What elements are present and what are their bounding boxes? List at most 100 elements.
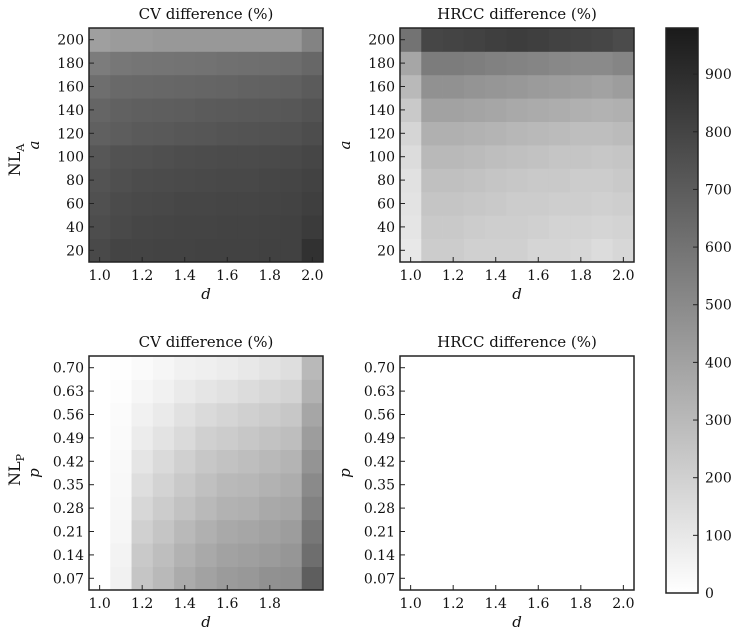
panel-1-cell <box>152 168 175 193</box>
panel-3-cell <box>174 449 196 474</box>
panel-1-cell <box>131 98 154 122</box>
panel-3-cell <box>259 566 281 591</box>
panel-4-cell <box>527 356 550 380</box>
panel-1-cell <box>259 168 281 193</box>
panel-2-cell <box>506 145 529 169</box>
panel-3-cell <box>216 519 239 544</box>
panel-1-cell <box>131 121 154 146</box>
panel-2-cell <box>400 215 422 239</box>
panel-1-cell <box>131 168 154 193</box>
panel-1-cell <box>152 238 175 263</box>
panel-1-cell <box>195 98 218 122</box>
panel-3-y-axis-label: p <box>25 468 43 478</box>
panel-3-cell <box>237 402 260 427</box>
panel-3-cell <box>195 426 218 450</box>
panel-2-cell <box>570 74 592 99</box>
panel-1-x-tick-label: 2.0 <box>301 268 323 284</box>
panel-1-cell <box>301 74 324 99</box>
panel-2-cell <box>527 238 550 263</box>
panel-1-cell <box>89 238 111 263</box>
panel-2-cell <box>400 168 422 193</box>
panel-2-y-axis-label: a <box>336 141 354 150</box>
panel-4-cell <box>400 543 422 567</box>
panel-3-cell <box>174 379 196 404</box>
panel-2-cell <box>400 191 422 216</box>
panel-4-cell <box>485 543 507 567</box>
panel-1-y-axis-label: a <box>25 141 43 150</box>
panel-2-cell <box>527 28 550 52</box>
panel-4-y-tick-label: 0.70 <box>364 361 395 377</box>
panel-2-cell <box>442 74 465 99</box>
panel-4-cell <box>506 473 529 497</box>
panel-1-cell <box>152 74 175 99</box>
panel-1-cell <box>216 238 239 263</box>
panel-1-cell <box>280 98 303 122</box>
panel-1-cell <box>216 51 239 76</box>
panel-3-cell <box>301 402 324 427</box>
panel-4-cell <box>548 543 571 567</box>
panel-3-cell <box>110 356 132 380</box>
panel-4-cell <box>506 449 529 474</box>
panel-2-cell <box>463 98 486 122</box>
panel-2-cell <box>527 145 550 169</box>
panel-4-cell <box>442 543 465 567</box>
panel-4-cell <box>570 402 592 427</box>
panel-4-cell <box>485 379 507 404</box>
panel-3-cell <box>152 379 175 404</box>
panel-2-y-tick-label: 200 <box>368 33 395 49</box>
panel-3-cell <box>131 519 154 544</box>
panel-3-y-tick-label: 0.63 <box>53 384 84 400</box>
panel-3-x-tick-label: 1.2 <box>131 596 153 612</box>
panel-1-cell <box>301 168 324 193</box>
panel-4-cell <box>527 449 550 474</box>
panel-4-cell <box>612 496 635 521</box>
panel-1-cell <box>280 215 303 239</box>
panel-3-cell <box>195 402 218 427</box>
panel-3-cell <box>301 566 324 591</box>
panel-1-cell <box>131 28 154 52</box>
panel-4-x-tick-label: 1.6 <box>527 596 549 612</box>
panel-2-cell <box>527 121 550 146</box>
panel-4-cell <box>463 379 486 404</box>
panel-1-x-axis-label: d <box>201 285 211 303</box>
panel-2-cell <box>485 121 507 146</box>
panel-4-cell <box>400 356 422 380</box>
panel-3-cell <box>280 379 303 404</box>
panel-2-cell <box>400 51 422 76</box>
panel-1-cell <box>237 74 260 99</box>
panel-3-cell <box>131 426 154 450</box>
panel-3-y-tick-label: 0.70 <box>53 361 84 377</box>
panel-3-cell <box>110 379 132 404</box>
panel-1-cell <box>301 145 324 169</box>
panel-3-y-tick-label: 0.42 <box>53 454 84 470</box>
panel-4-cell <box>612 519 635 544</box>
panel-4-x-tick-label: 1.2 <box>442 596 464 612</box>
panel-1-cell <box>301 215 324 239</box>
panel-2-cell <box>442 238 465 263</box>
panel-2-cell <box>612 145 635 169</box>
panel-4-cell <box>442 519 465 544</box>
panel-1-cell <box>110 121 132 146</box>
panel-4-cell <box>485 566 507 591</box>
colorbar-tick-label: 200 <box>705 471 732 487</box>
panel-4-x-tick-label: 2.0 <box>612 596 634 612</box>
panel-3-cell <box>89 402 111 427</box>
panel-1-cell <box>110 74 132 99</box>
panel-2: HRCC difference (%) 1.0 1.2 1.4 1.6 1.8 2.0 20 4… <box>336 5 635 303</box>
panel-2-x-axis-label: d <box>512 285 522 303</box>
panel-3-cell <box>280 519 303 544</box>
panel-4-cell <box>421 496 443 521</box>
panel-4-cell <box>548 402 571 427</box>
panel-1-x-tick-label: 1.2 <box>131 268 153 284</box>
panel-2-cell <box>421 51 443 76</box>
panel-2-cell <box>421 191 443 216</box>
panel-2-cell <box>421 168 443 193</box>
panel-1-cell <box>195 51 218 76</box>
panel-2-cell <box>527 74 550 99</box>
panel-2-cell <box>442 121 465 146</box>
panel-2-cell <box>506 74 529 99</box>
panel-4-cell <box>570 496 592 521</box>
panel-3-y-tick-label: 0.49 <box>53 431 84 447</box>
panel-1-y-tick-label: 20 <box>66 243 84 259</box>
panel-4-cell <box>400 449 422 474</box>
